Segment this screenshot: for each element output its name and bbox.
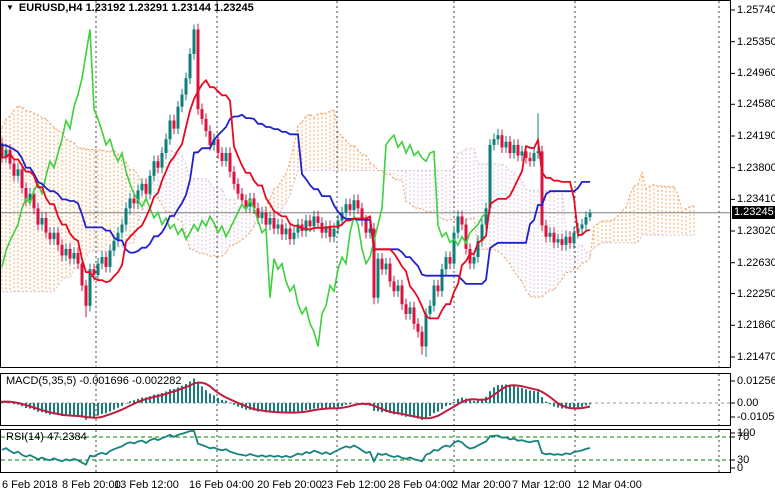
time-axis-label: 23 Feb 12:00 — [321, 479, 386, 491]
price-axis-label: 1.24580 — [737, 98, 775, 110]
time-axis-label: 8 Feb 20:00 — [62, 479, 121, 491]
time-axis-label: 28 Feb 04:00 — [388, 479, 453, 491]
time-axis-label: 7 Mar 12:00 — [512, 479, 571, 491]
price-axis-label: 1.25740 — [737, 4, 775, 16]
macd-axis-label: 0.012567 — [737, 375, 775, 387]
chart-symbol: EURUSD,H4 — [18, 2, 83, 14]
price-axis-label: 1.22250 — [737, 288, 775, 300]
time-axis-label: 20 Feb 20:00 — [257, 479, 322, 491]
price-axis-label: 1.23410 — [737, 193, 775, 205]
time-axis-label: 13 Feb 12:00 — [114, 479, 179, 491]
price-axis-label: 1.24960 — [737, 67, 775, 79]
macd-indicator-label: MACD(5,35,5) -0.001696 -0.002282 — [6, 375, 182, 387]
chart-quote: 1.23192 1.23291 1.23144 1.23245 — [85, 2, 254, 14]
rsi-axis-label: 70 — [737, 431, 750, 443]
price-axis-label: 1.23020 — [737, 225, 775, 237]
rsi-axis-label: 0 — [737, 462, 744, 474]
current-price-badge: 1.23245 — [732, 206, 775, 219]
price-axis-label: 1.25350 — [737, 36, 775, 48]
chart-title: ▼ EURUSD,H4 1.23192 1.23291 1.23144 1.232… — [6, 2, 254, 14]
rsi-axis-label: 100 — [737, 427, 756, 439]
price-axis-label: 1.24190 — [737, 130, 775, 142]
price-axis-label: 1.22630 — [737, 257, 775, 269]
macd-axis-label: 0.00 — [737, 397, 759, 409]
symbol-dropdown-icon[interactable]: ▼ — [6, 3, 14, 12]
rsi-axis-label: 30 — [737, 454, 750, 466]
time-axis-label: 12 Mar 04:00 — [577, 479, 642, 491]
rsi-indicator-label: RSI(14) 47.2384 — [6, 431, 87, 443]
price-axis-label: 1.21470 — [737, 351, 775, 363]
time-axis-label: 16 Feb 04:00 — [189, 479, 254, 491]
price-axis-label: 1.21860 — [737, 319, 775, 331]
price-axis-label: 1.23800 — [737, 162, 775, 174]
time-axis-label: 6 Feb 2018 — [2, 479, 58, 491]
macd-axis-label: -0.010569 — [737, 411, 775, 423]
time-axis-label: 2 Mar 20:00 — [452, 479, 511, 491]
